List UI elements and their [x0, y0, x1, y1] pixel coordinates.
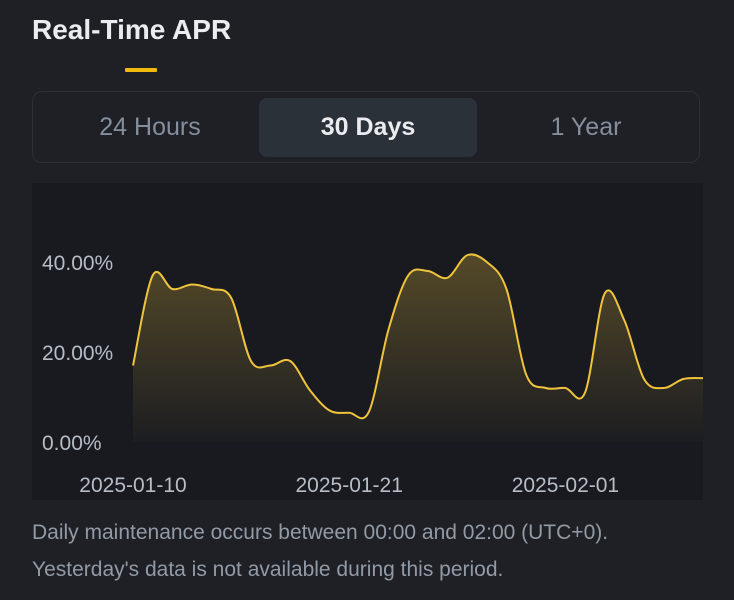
- y-tick-label: 40.00%: [42, 252, 113, 275]
- x-tick-label: 2025-02-01: [512, 474, 619, 497]
- y-tick-label: 20.00%: [42, 342, 113, 365]
- line: [132, 253, 703, 420]
- tab-bar: 24 Hours 30 Days 1 Year: [32, 91, 700, 163]
- tab[interactable]: 24 Hours: [99, 113, 201, 141]
- title: Real-Time APR: [32, 14, 232, 45]
- x-tick-label: 2025-01-21: [295, 474, 402, 497]
- y-tick-label: 60.00%: [42, 162, 113, 185]
- title-underline: [125, 68, 157, 72]
- note-line: Yesterday's data is not available during…: [32, 558, 504, 581]
- area: [133, 254, 703, 442]
- tab[interactable]: 30 Days: [259, 98, 477, 157]
- tab[interactable]: 1 Year: [550, 113, 622, 141]
- x-tick-label: 2025-01-10: [79, 474, 186, 497]
- note-line: Daily maintenance occurs between 00:00 a…: [32, 521, 609, 544]
- y-tick-label: 0.00%: [42, 432, 102, 455]
